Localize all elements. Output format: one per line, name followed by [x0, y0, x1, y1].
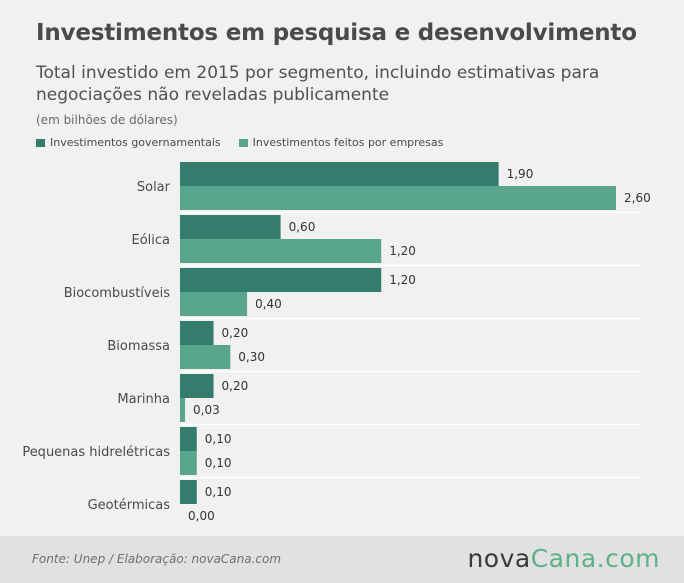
value-label-companies-marinha: 0,03 — [193, 403, 220, 417]
category-label-biocombustiveis: Biocombustíveis — [64, 286, 171, 301]
bar-government-geotermicas — [180, 480, 197, 504]
bar-government-biocombustiveis — [180, 268, 382, 292]
value-label-companies-biomassa: 0,30 — [238, 350, 265, 364]
bar-government-marinha — [180, 374, 214, 398]
legend-item-government: Investimentos governamentais — [36, 136, 221, 149]
legend-item-companies: Investimentos feitos por empresas — [238, 136, 444, 149]
value-label-companies-solar: 2,60 — [624, 191, 651, 205]
bar-government-eolica — [180, 215, 281, 239]
value-label-government-marinha: 0,20 — [222, 379, 249, 393]
logo-part-nova: nova — [467, 544, 531, 573]
chart-title: Investimentos em pesquisa e desenvolvime… — [36, 20, 637, 46]
category-label-marinha: Marinha — [117, 392, 170, 407]
bar-companies-solar — [180, 186, 616, 210]
category-label-pequenas-hidreletricas: Pequenas hidrelétricas — [22, 445, 170, 460]
value-label-government-pequenas-hidreletricas: 0,10 — [205, 432, 232, 446]
value-label-companies-eolica: 1,20 — [389, 244, 416, 258]
brand-logo[interactable]: novaCana.com — [467, 544, 660, 573]
logo-part-com: .com — [596, 544, 660, 573]
logo-part-cana: Cana — [530, 544, 597, 573]
legend-swatch-companies — [238, 138, 248, 147]
value-label-companies-pequenas-hidreletricas: 0,10 — [205, 456, 232, 470]
category-label-solar: Solar — [137, 180, 171, 195]
chart-subtitle: Total investido em 2015 por segmento, in… — [36, 63, 600, 105]
value-label-government-solar: 1,90 — [507, 167, 534, 181]
legend: Investimentos governamentais Investiment… — [36, 136, 461, 149]
value-label-government-biomassa: 0,20 — [222, 326, 249, 340]
footer: Fonte: Unep / Elaboração: novaCana.com n… — [0, 536, 684, 583]
bar-companies-pequenas-hidreletricas — [180, 451, 197, 475]
value-label-companies-geotermicas: 0,00 — [188, 509, 215, 523]
legend-label-government: Investimentos governamentais — [50, 136, 221, 149]
value-label-government-eolica: 0,60 — [289, 220, 316, 234]
legend-label-companies: Investimentos feitos por empresas — [252, 136, 444, 149]
bar-government-solar — [180, 162, 499, 186]
value-label-government-biocombustiveis: 1,20 — [389, 273, 416, 287]
bar-chart: Solar 1,90 2,60 Eólica 0,60 1,20 Biocombustíve… — [22, 162, 651, 523]
bar-government-biomassa — [180, 321, 214, 345]
bar-companies-biocombustiveis — [180, 292, 248, 316]
source-note: Fonte: Unep / Elaboração: novaCana.com — [32, 552, 282, 566]
bar-companies-marinha — [180, 398, 186, 422]
bar-companies-biomassa — [180, 345, 231, 369]
category-label-biomassa: Biomassa — [107, 339, 170, 354]
value-label-government-geotermicas: 0,10 — [205, 485, 232, 499]
value-label-companies-biocombustiveis: 0,40 — [255, 297, 282, 311]
category-label-eolica: Eólica — [131, 233, 170, 248]
unit-note: (em bilhões de dólares) — [36, 113, 178, 127]
bar-government-pequenas-hidreletricas — [180, 427, 197, 451]
bar-companies-eolica — [180, 239, 382, 263]
category-label-geotermicas: Geotérmicas — [88, 498, 171, 513]
legend-swatch-government — [36, 138, 45, 147]
